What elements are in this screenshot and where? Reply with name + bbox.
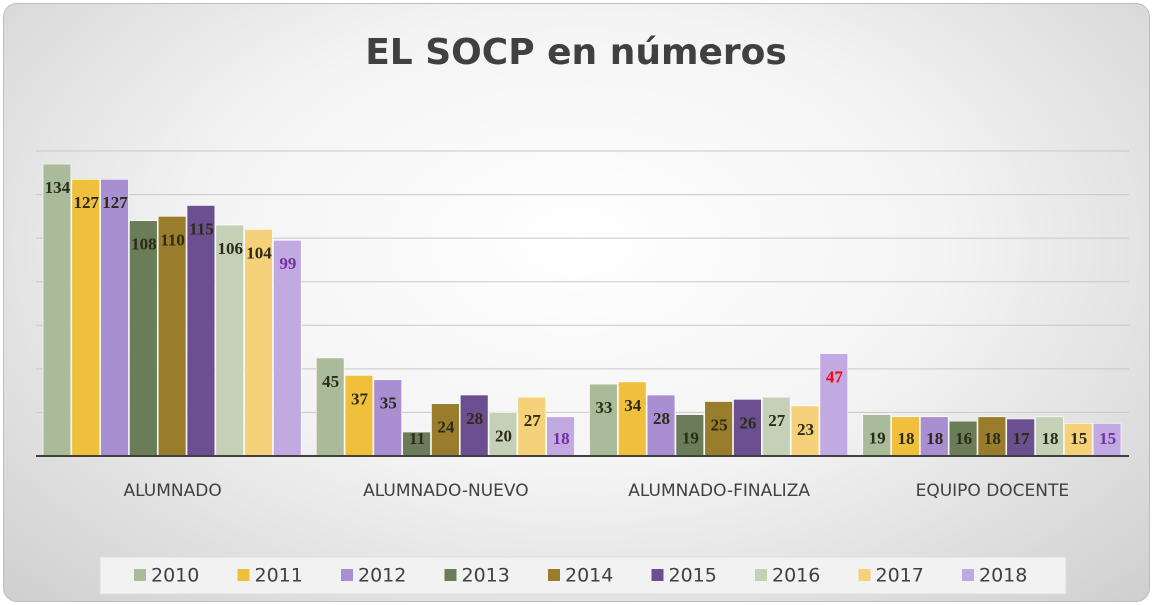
data-label: 27: [524, 411, 542, 430]
data-label: 47: [826, 368, 844, 387]
bar: [71, 179, 100, 457]
legend-swatch: [341, 569, 353, 581]
bar: [215, 224, 244, 457]
bar: [948, 420, 978, 457]
bar: [431, 403, 460, 457]
data-label: 33: [595, 398, 612, 417]
legend-label: 2016: [772, 565, 820, 587]
data-label: 19: [869, 429, 886, 448]
legend-swatch: [444, 569, 457, 581]
data-label: 115: [189, 219, 214, 238]
data-label: 18: [984, 429, 1001, 448]
data-label: 24: [437, 418, 455, 437]
legend-swatch: [651, 569, 664, 581]
bar: [790, 405, 820, 457]
bar: [42, 163, 72, 457]
data-label: 99: [279, 254, 296, 273]
bar: [762, 396, 791, 457]
data-label: 110: [160, 230, 185, 249]
legend-swatch: [755, 569, 767, 581]
data-label: 18: [926, 429, 943, 448]
bar: [157, 216, 187, 457]
legend-label: 2010: [151, 565, 199, 587]
data-label: 11: [409, 429, 425, 448]
data-label: 104: [246, 243, 272, 262]
data-label: 18: [1041, 429, 1058, 448]
bar: [1064, 423, 1093, 457]
legend-label: 2013: [462, 565, 510, 587]
data-label: 19: [682, 429, 699, 448]
bar: [704, 401, 733, 457]
bar: [1092, 423, 1122, 457]
legend-label: 2014: [565, 565, 613, 587]
bar: [1035, 416, 1064, 457]
data-label: 106: [217, 239, 243, 258]
legend-label: 2017: [876, 565, 924, 587]
bar: [646, 394, 676, 457]
data-label: 25: [711, 415, 728, 434]
bar: [129, 220, 158, 457]
bar: [589, 383, 618, 457]
bar: [315, 357, 345, 457]
data-label: 17: [1013, 429, 1031, 448]
bar: [920, 416, 949, 457]
x-tick-label: ALUMNADO: [124, 481, 222, 501]
bar: [819, 353, 849, 457]
data-label: 127: [102, 193, 128, 212]
legend-label: 2012: [358, 565, 406, 587]
bar: [100, 179, 129, 457]
bar: [186, 205, 216, 457]
data-label: 15: [1099, 429, 1116, 448]
data-label: 23: [797, 420, 814, 439]
bar: [459, 394, 489, 457]
bar: [862, 414, 891, 457]
legend-label: 2018: [979, 565, 1027, 587]
bar: [488, 412, 518, 457]
bar: [273, 240, 302, 457]
data-label: 35: [380, 394, 397, 413]
data-label: 18: [553, 429, 570, 448]
bar: [675, 414, 705, 457]
bar: [244, 229, 273, 457]
chart-title: EL SOCP en números: [365, 32, 787, 73]
bar: [546, 416, 575, 457]
data-label: 18: [897, 429, 914, 448]
bar: [373, 379, 402, 457]
bar: [977, 416, 1007, 457]
x-tick-label: ALUMNADO-NUEVO: [363, 481, 528, 501]
bar: [891, 416, 920, 457]
data-label: 37: [351, 389, 369, 408]
legend-swatch: [548, 569, 560, 581]
legend-swatch: [237, 569, 250, 581]
bar: [517, 396, 546, 457]
chart-card: EL SOCP en números ALUMNADO 134 127 127 108 1…: [3, 3, 1150, 602]
bar: [733, 399, 762, 457]
data-label: 34: [624, 396, 642, 415]
legend-label: 2011: [255, 565, 303, 587]
data-label: 26: [739, 413, 756, 432]
x-tick-label: ALUMNADO-FINALIZA: [628, 481, 810, 501]
data-label: 134: [45, 178, 71, 197]
bar: [344, 375, 374, 457]
legend-swatch: [858, 569, 871, 581]
legend-box: [99, 556, 1067, 595]
data-label: 28: [466, 409, 483, 428]
data-label: 127: [73, 193, 99, 212]
data-label: 16: [955, 429, 972, 448]
bar: [1006, 418, 1035, 457]
data-label: 27: [768, 411, 786, 430]
x-tick-label: EQUIPO DOCENTE: [916, 481, 1070, 501]
bar: [618, 381, 647, 457]
legend-swatch: [134, 569, 146, 581]
data-label: 20: [495, 426, 512, 445]
legend-label: 2015: [669, 565, 717, 587]
data-label: 45: [322, 372, 339, 391]
data-label: 28: [653, 409, 670, 428]
data-label: 15: [1070, 429, 1087, 448]
data-label: 108: [131, 235, 157, 254]
legend-swatch: [962, 569, 974, 581]
